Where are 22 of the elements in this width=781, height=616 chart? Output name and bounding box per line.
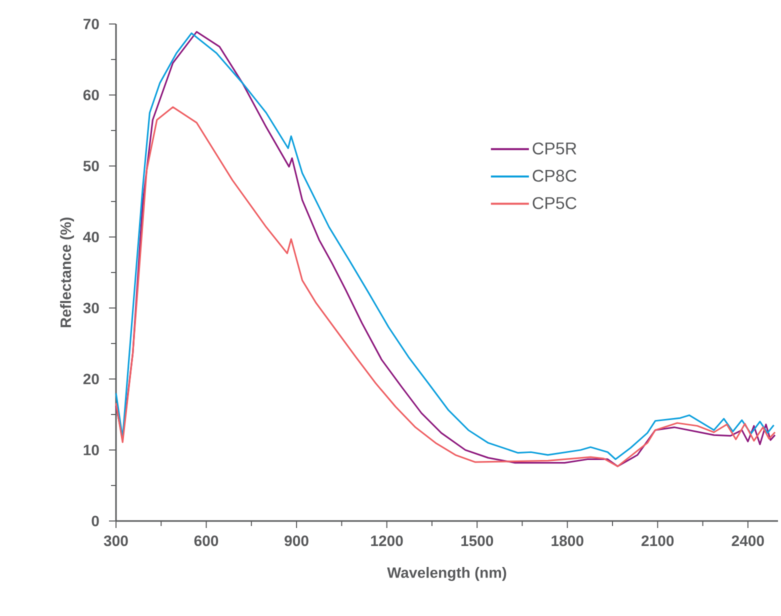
x-tick-label: 900 [284,536,308,546]
y-tick-label: 20 [83,374,99,384]
y-axis-title: Reflectance (%) [60,218,74,328]
y-tick-label: 50 [83,160,99,172]
y-tick-label: 40 [83,232,99,242]
x-tick-label: 2400 [732,536,764,546]
legend-label: CP5C [532,197,576,210]
y-tick-label: 70 [84,18,99,30]
x-axis-title: Wavelength (nm) [387,566,506,581]
x-tick-label: 600 [194,536,218,546]
x-tick-label: 1800 [552,536,584,546]
y-tick-label: 30 [83,302,99,314]
line-series [115,106,776,468]
x-tick-label: 300 [104,536,128,546]
y-tick-label: 60 [83,90,99,100]
x-tick-label: 2100 [642,536,674,546]
legend-label: CP5R [532,142,576,154]
y-tick-label: 0 [92,516,99,526]
legend-label: CP8C [532,170,576,182]
x-tick-label: 1200 [371,536,403,546]
x-tick-label: 1500 [461,536,494,546]
y-tick-label: 10 [84,444,99,456]
